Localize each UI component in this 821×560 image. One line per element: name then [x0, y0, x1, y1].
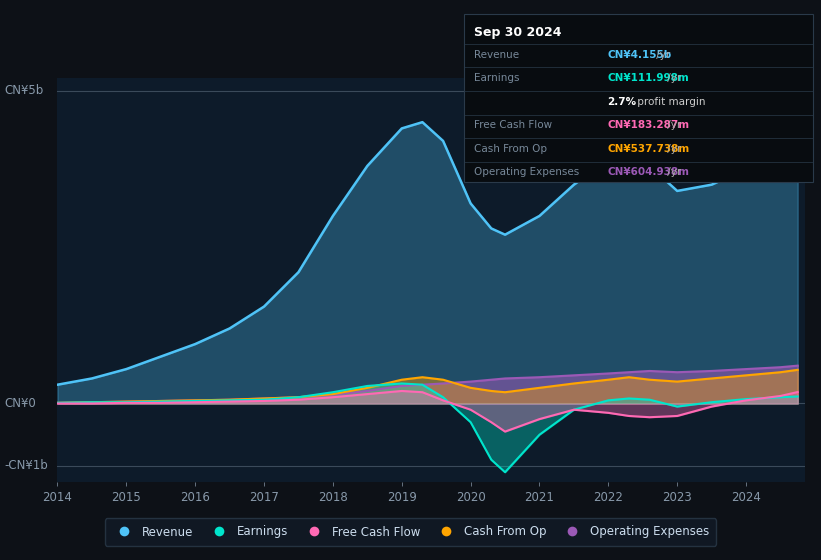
- Text: Sep 30 2024: Sep 30 2024: [474, 26, 562, 39]
- Text: /yr: /yr: [663, 73, 681, 83]
- Text: /yr: /yr: [663, 167, 681, 178]
- Text: Free Cash Flow: Free Cash Flow: [474, 120, 552, 130]
- Text: CN¥5b: CN¥5b: [4, 85, 44, 97]
- Text: Operating Expenses: Operating Expenses: [474, 167, 579, 178]
- Text: Cash From Op: Cash From Op: [474, 144, 547, 154]
- Text: CN¥604.938m: CN¥604.938m: [608, 167, 690, 178]
- Text: profit margin: profit margin: [634, 97, 705, 107]
- Text: Revenue: Revenue: [474, 50, 519, 60]
- Text: CN¥111.998m: CN¥111.998m: [608, 73, 690, 83]
- Text: /yr: /yr: [663, 144, 681, 154]
- Text: CN¥537.738m: CN¥537.738m: [608, 144, 690, 154]
- Text: CN¥0: CN¥0: [4, 397, 36, 410]
- Legend: Revenue, Earnings, Free Cash Flow, Cash From Op, Operating Expenses: Revenue, Earnings, Free Cash Flow, Cash …: [105, 519, 716, 545]
- Text: CN¥183.287m: CN¥183.287m: [608, 120, 690, 130]
- Text: /yr: /yr: [663, 120, 681, 130]
- Text: 2.7%: 2.7%: [608, 97, 636, 107]
- Text: -CN¥1b: -CN¥1b: [4, 459, 48, 473]
- Text: /yr: /yr: [654, 50, 671, 60]
- Text: Earnings: Earnings: [474, 73, 519, 83]
- Text: CN¥4.155b: CN¥4.155b: [608, 50, 672, 60]
